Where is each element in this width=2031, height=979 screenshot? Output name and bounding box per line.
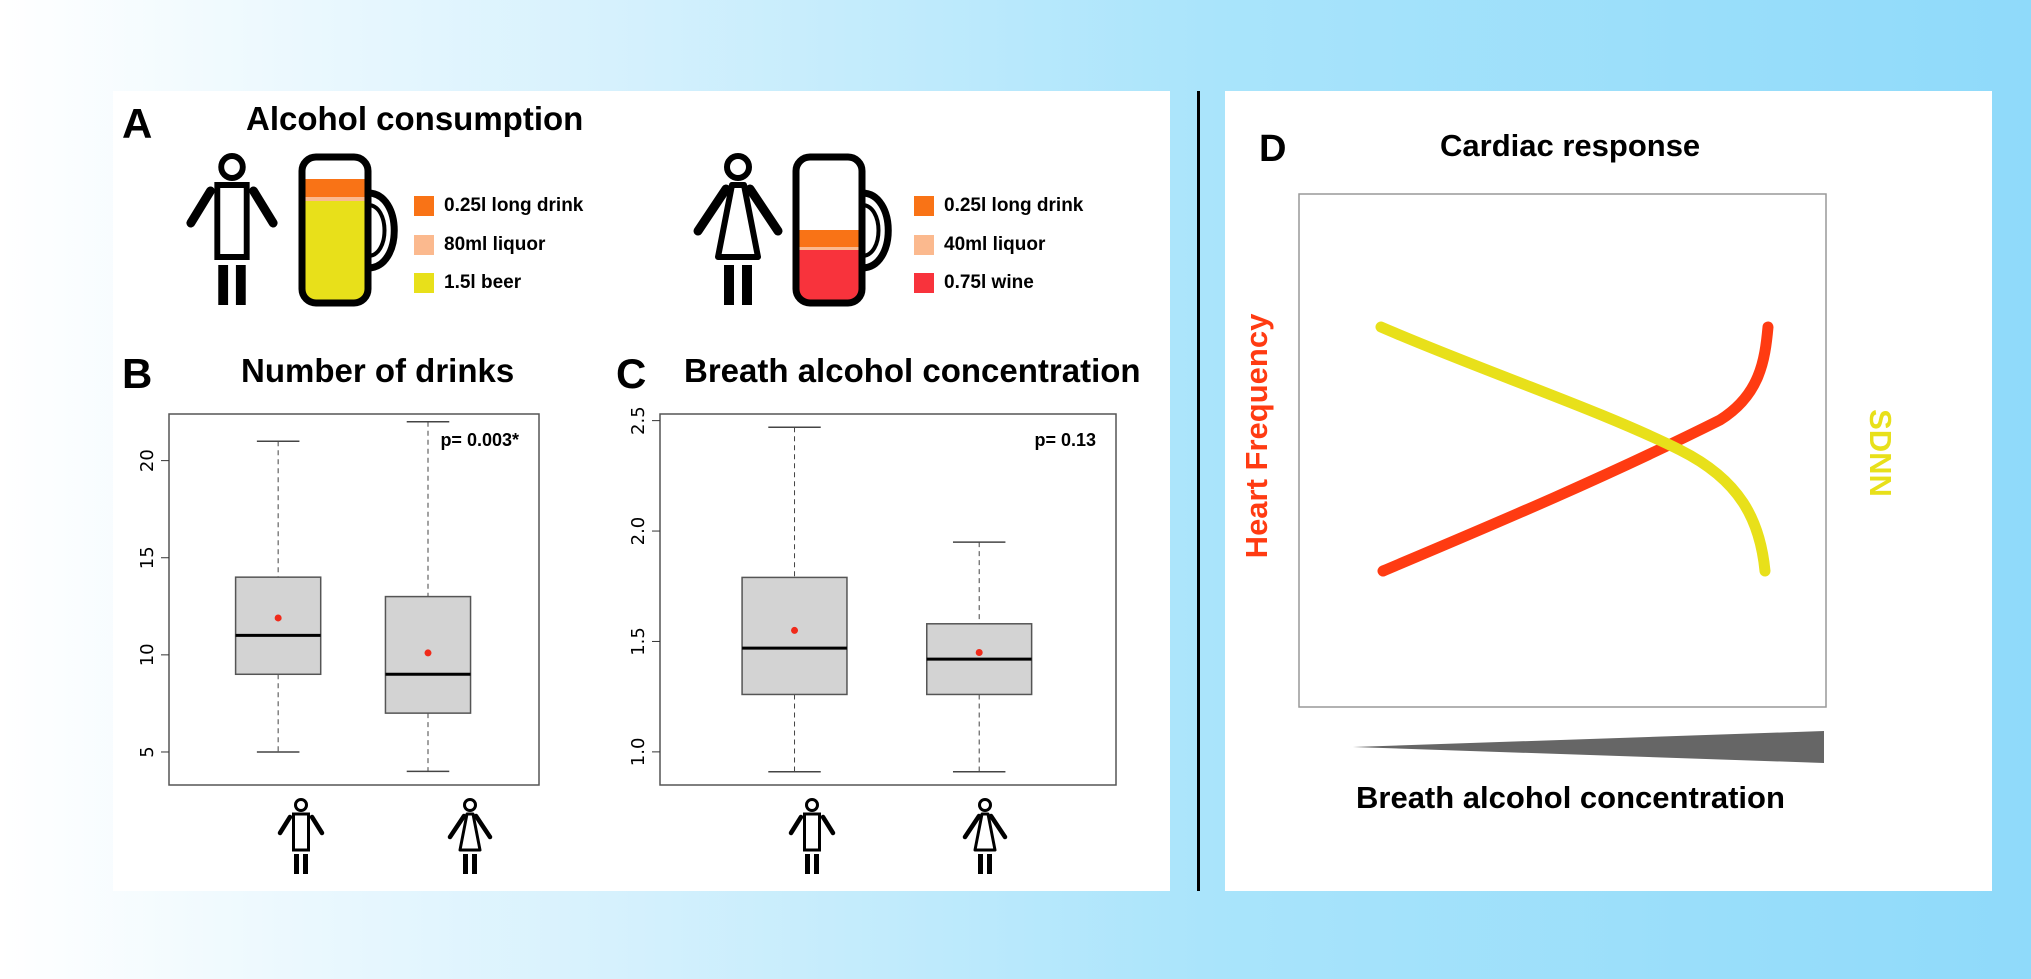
legend-item: 0.25l long drink [414,195,583,217]
mean-point [791,626,799,634]
p-value-annotation: p= 0.003* [440,430,519,450]
mean-point [975,649,983,656]
plot-frame [659,413,1117,786]
wine-mug-icon [792,153,892,307]
legend-item: 40ml liquor [914,234,1045,256]
legend-label: 0.25l long drink [444,195,584,216]
y-tick-label: 15 [137,546,158,569]
panel-d-xlabel: Breath alcohol concentration [1356,780,1785,815]
y-tick-label: 5 [137,746,158,757]
legend-item: 0.25l long drink [914,195,1083,217]
concentration-wedge [1353,731,1824,763]
box [234,576,322,676]
chart-breath-alcohol: 1.0 1.5 2.0 2.5 p= 0.13 [628,406,1117,786]
man-icon [191,156,273,305]
legend-item: 1.5l beer [414,272,521,294]
y-tick-label: 20 [137,449,158,472]
legend-swatch [914,273,934,293]
sdnn-label: SDNN [1863,409,1898,497]
sdnn-curve [1375,321,1771,577]
mean-point [274,614,282,622]
plot-frame [168,413,540,786]
panel-a-letter: A [122,100,153,147]
beer-mug-icon [298,153,398,307]
woman-icon [698,156,778,305]
y-tick-label: 2.0 [628,517,649,546]
legend-label: 80ml liquor [444,234,546,255]
legend-label: 0.25l long drink [944,195,1084,216]
legend-label: 40ml liquor [944,234,1046,255]
y-tick-label: 2.5 [628,406,649,435]
legend-label: 1.5l beer [444,272,522,293]
legend-item: 0.75l wine [914,272,1034,294]
chart-number-of-drinks: 5 10 15 20 p= 0.003* [137,413,540,786]
panel-left [113,91,1170,891]
mean-point [424,649,432,657]
panel-d-letter: D [1259,128,1287,170]
panel-right [1225,91,1992,891]
panel-d-plot-frame [1298,193,1827,708]
y-tick-label: 10 [137,643,158,666]
man-icon [280,800,322,875]
panel-c-letter: C [616,350,647,397]
panel-d-title: Cardiac response [1440,128,1701,163]
y-tick-label: 1.5 [628,627,649,656]
divider [1197,91,1200,891]
legend-swatch [914,196,934,216]
heart-frequency-curve [1377,321,1774,577]
legend-swatch [414,196,434,216]
p-value-annotation: p= 0.13 [1034,430,1096,450]
woman-icon [965,800,1005,875]
panel-a-title: Alcohol consumption [246,100,584,137]
woman-icon [450,800,490,875]
heart-frequency-label: Heart Frequency [1239,313,1274,559]
legend-item: 80ml liquor [414,234,545,256]
legend-label: 0.75l wine [944,272,1034,293]
man-icon [791,800,833,875]
box [741,576,848,696]
panel-b-title: Number of drinks [241,352,515,389]
panel-c-title: Breath alcohol concentration [684,352,1141,389]
y-tick-label: 1.0 [628,738,649,767]
legend-swatch [414,235,434,255]
legend-swatch [414,273,434,293]
panel-b-letter: B [122,350,153,397]
legend-swatch [914,235,934,255]
